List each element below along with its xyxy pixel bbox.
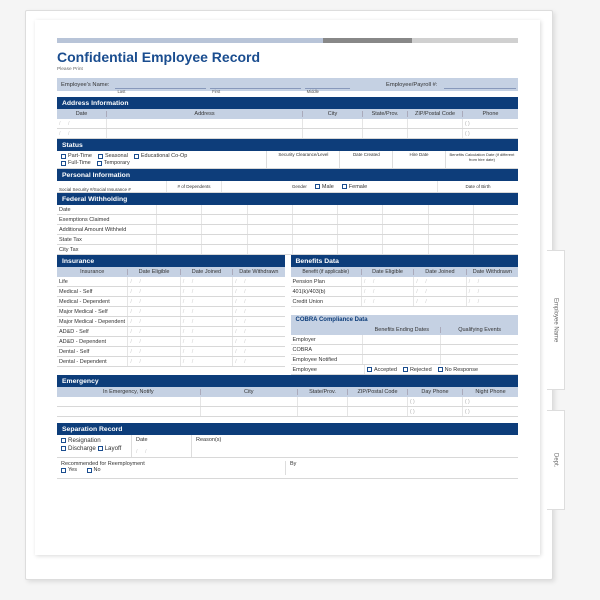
cb-female[interactable]: Female: [342, 184, 367, 190]
cb-coop[interactable]: Educational Co-Op: [134, 153, 187, 159]
insurance-row[interactable]: Major Medical - Dependent/ // // /: [57, 317, 285, 327]
cb-yes[interactable]: Yes: [61, 467, 77, 473]
cb-part-time[interactable]: Part-Time: [61, 153, 92, 159]
emergency-row[interactable]: ( )( ): [57, 407, 518, 417]
cb-discharge[interactable]: Discharge: [61, 445, 96, 452]
insurance-row[interactable]: Medical - Dependent/ // // /: [57, 297, 285, 307]
cobra-row[interactable]: Employee Notified: [291, 355, 519, 365]
personal-header: Personal Information: [57, 169, 518, 181]
address-row[interactable]: / /( ): [57, 129, 518, 139]
top-stripe: [57, 38, 518, 43]
cb-seasonal[interactable]: Seasonal: [98, 153, 128, 159]
emergency-header: Emergency: [57, 375, 518, 387]
cobra-header: COBRA Compliance Data: [291, 315, 519, 325]
cobra-row: Employee Accepted Rejected No Response: [291, 365, 519, 375]
withholding-row[interactable]: Additional Amount Withheld: [57, 225, 518, 235]
insurance-row[interactable]: Major Medical - Self/ // // /: [57, 307, 285, 317]
withholding-header: Federal Withholding: [57, 193, 518, 205]
benefits-row[interactable]: Pension Plan/ // // /: [291, 277, 519, 287]
insurance-row[interactable]: Dental - Self/ // // /: [57, 347, 285, 357]
separation-header: Separation Record: [57, 423, 518, 435]
benefits-row[interactable]: Credit Union/ // // /: [291, 297, 519, 307]
cb-temporary[interactable]: Temporary: [97, 160, 130, 166]
personal-row: Social Security #/Social Insurance # # o…: [57, 181, 518, 193]
address-columns: Date Address City State/Prov. ZIP/Postal…: [57, 109, 518, 119]
form-title: Confidential Employee Record: [57, 49, 518, 65]
cobra-row[interactable]: Employer: [291, 335, 519, 345]
benefits-row[interactable]: 401(k)/403(b)/ // // /: [291, 287, 519, 297]
address-header: Address Information: [57, 97, 518, 109]
withholding-row[interactable]: State Tax: [57, 235, 518, 245]
payroll-label: Employee/Payroll #:: [382, 82, 442, 88]
cb-noresp[interactable]: No Response: [438, 367, 478, 373]
form-page: Confidential Employee Record Please Prin…: [35, 20, 540, 555]
cb-male[interactable]: Male: [315, 184, 334, 190]
withholding-row[interactable]: Date: [57, 205, 518, 215]
employee-name-row: Employee's Name: Last First Middle Emplo…: [57, 78, 518, 91]
tab-employee-name: Employee Name: [547, 250, 565, 390]
cb-no[interactable]: No: [87, 467, 101, 473]
name-label: Employee's Name:: [57, 82, 113, 88]
insurance-row[interactable]: Life/ // // /: [57, 277, 285, 287]
reasons-field[interactable]: Reason(s): [192, 435, 518, 457]
cobra-row[interactable]: COBRA: [291, 345, 519, 355]
insurance-row[interactable]: Medical - Self/ // // /: [57, 287, 285, 297]
status-header: Status: [57, 139, 518, 151]
benefits-header: Benefits Data: [291, 255, 519, 267]
cb-layoff[interactable]: Layoff: [98, 445, 122, 452]
cb-full-time[interactable]: Full-Time: [61, 160, 91, 166]
by-field[interactable]: By: [285, 461, 514, 475]
last-name-field[interactable]: Last: [115, 81, 206, 89]
first-name-field[interactable]: First: [210, 81, 301, 89]
address-row[interactable]: / /( ): [57, 119, 518, 129]
middle-name-field[interactable]: Middle: [305, 81, 350, 89]
emergency-row[interactable]: ( )( ): [57, 397, 518, 407]
payroll-field[interactable]: [444, 81, 516, 89]
please-print-label: Please Print: [57, 67, 518, 72]
cb-rejected[interactable]: Rejected: [403, 367, 432, 373]
tab-dept: Dept.: [547, 410, 565, 510]
withholding-row[interactable]: City Tax: [57, 245, 518, 255]
insurance-row[interactable]: Dental - Dependent/ // // /: [57, 357, 285, 367]
withholding-row[interactable]: Exemptions Claimed: [57, 215, 518, 225]
insurance-header: Insurance: [57, 255, 285, 267]
insurance-row[interactable]: AD&D - Self/ // // /: [57, 327, 285, 337]
insurance-row[interactable]: AD&D - Dependent/ // // /: [57, 337, 285, 347]
cb-accepted[interactable]: Accepted: [367, 367, 397, 373]
cb-resignation[interactable]: Resignation: [61, 437, 101, 444]
